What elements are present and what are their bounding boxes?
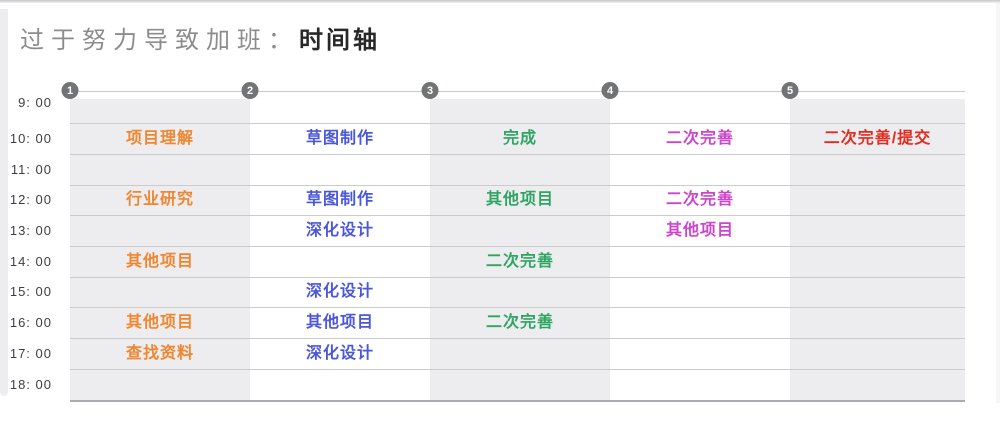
- time-label: 14: 00: [9, 253, 52, 269]
- schedule-entry: 二次完善/提交: [823, 129, 932, 147]
- schedule-entry: 查找资料: [125, 344, 194, 362]
- timeline-axis-line: [70, 91, 965, 92]
- step-marker-5: 5: [781, 82, 799, 99]
- step-marker-4: 4: [601, 82, 619, 99]
- gridline: [70, 154, 965, 155]
- grid-bottom-line: [70, 400, 965, 402]
- schedule-entry: 二次完善: [665, 129, 734, 147]
- schedule-entry: 其他项目: [485, 191, 554, 208]
- time-label: 9: 00: [18, 94, 52, 110]
- time-label: 17: 00: [9, 345, 52, 361]
- page-title-emphasis: 时间轴: [299, 27, 380, 54]
- page-edge-top: [0, 0, 1000, 3]
- page-edge-left: [0, 9, 8, 396]
- page-edge-right: [996, 3, 1000, 403]
- schedule-entry: 二次完善: [665, 191, 734, 208]
- schedule-entry: 其他项目: [125, 313, 194, 331]
- gridline: [70, 215, 965, 216]
- gridline: [70, 277, 965, 278]
- gridline: [70, 369, 965, 370]
- time-label: 10: 00: [9, 130, 52, 146]
- schedule-entry: 完成: [502, 129, 537, 147]
- time-label: 16: 00: [9, 314, 52, 330]
- schedule-entry: 其他项目: [125, 252, 194, 270]
- schedule-entry: 二次完善: [485, 313, 554, 331]
- time-label: 15: 00: [9, 284, 52, 299]
- page-title: 过于努力导致加班：时间轴: [20, 26, 380, 56]
- schedule-entry: 行业研究: [125, 191, 194, 208]
- schedule-entry: 二次完善: [485, 252, 554, 270]
- shaded-column-band: [790, 99, 965, 400]
- schedule-entry: 项目理解: [125, 129, 194, 147]
- time-label: 11: 00: [10, 161, 52, 177]
- time-label: 13: 00: [9, 222, 52, 238]
- gridline: [70, 185, 965, 186]
- step-marker-2: 2: [241, 82, 259, 99]
- shaded-column-band: [70, 99, 250, 400]
- gridline: [70, 246, 965, 247]
- schedule-entry: 其他项目: [305, 313, 374, 331]
- schedule-entry: 草图制作: [305, 191, 374, 208]
- page-title-prefix: 过于努力导致加班：: [20, 27, 299, 54]
- schedule-entry: 深化设计: [305, 221, 374, 239]
- schedule-entry: 草图制作: [305, 129, 374, 147]
- schedule-entry: 深化设计: [305, 283, 374, 300]
- step-marker-1: 1: [61, 82, 79, 99]
- gridline: [70, 307, 965, 308]
- step-marker-3: 3: [421, 82, 439, 99]
- gridline: [70, 338, 965, 339]
- schedule-entry: 深化设计: [305, 344, 374, 362]
- time-label: 18: 00: [9, 376, 52, 392]
- time-axis: 9: 00 10: 00 11: 00 12: 00 13: 00 14: 00 15: 0…: [0, 90, 54, 410]
- schedule-entry: 其他项目: [665, 221, 734, 239]
- time-label: 12: 00: [9, 192, 52, 207]
- gridline: [70, 123, 965, 124]
- timeline-grid: 1 项目理解 行业研究 其他项目 其他项目 查找资料 2 草图制作 草图制作 深化设计 深化设计 其他…: [61, 82, 965, 402]
- shaded-column-band: [430, 99, 610, 400]
